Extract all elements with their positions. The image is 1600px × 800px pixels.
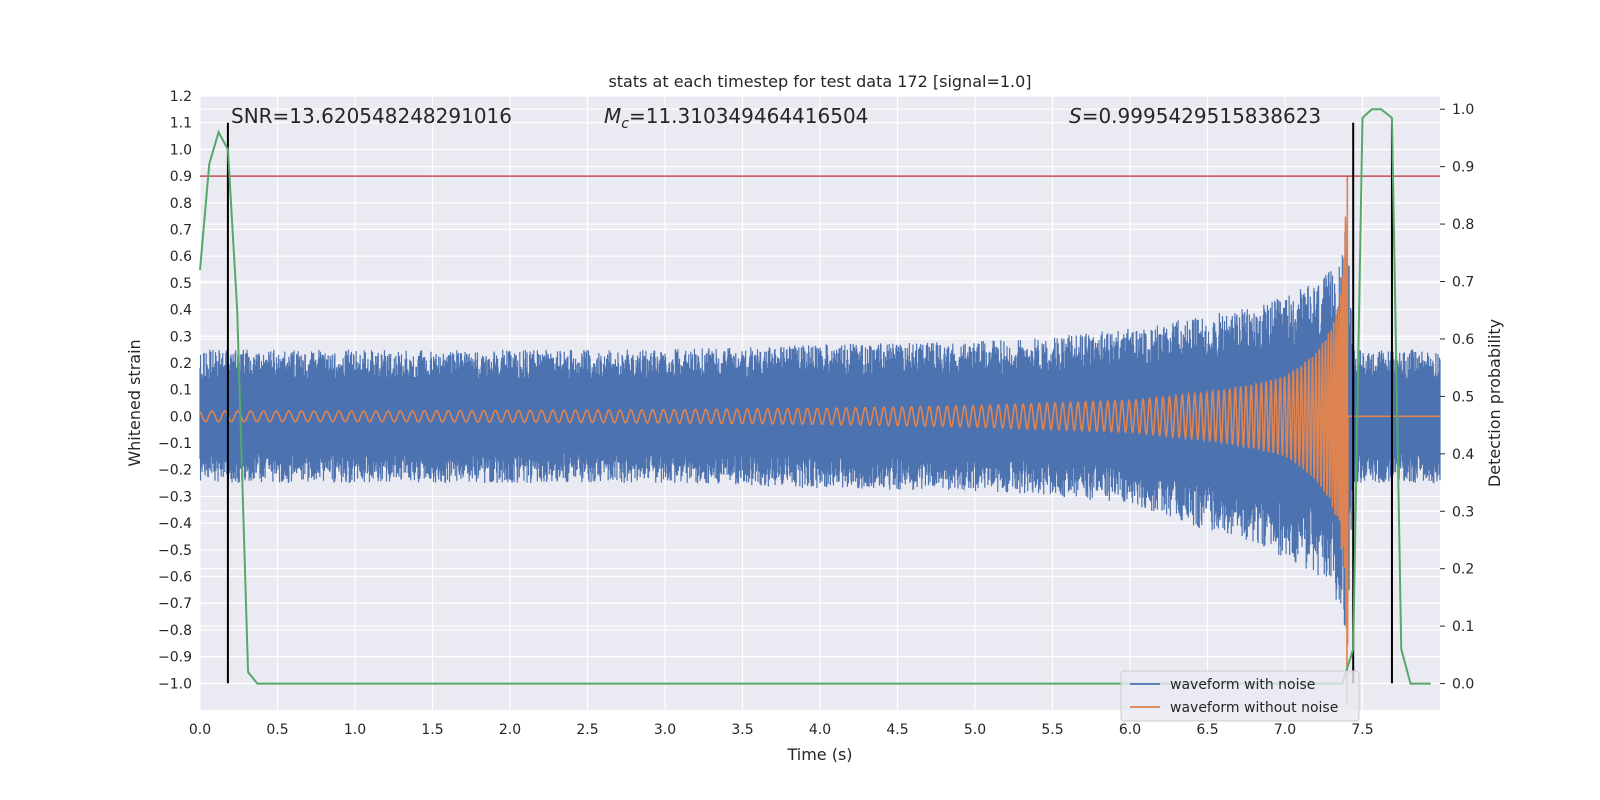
chirp-mass-value: =11.310349464416504 (629, 104, 868, 128)
y-right-tick-label: 0.6 (1452, 332, 1474, 348)
y-tick-label: −0.6 (158, 570, 192, 586)
y-right-axis-label: Detection probability (1485, 319, 1504, 487)
x-tick-label: 3.5 (731, 722, 753, 738)
legend-label-clean: waveform without noise (1170, 700, 1338, 716)
y-axis-label: Whitened strain (125, 339, 144, 466)
x-tick-label: 5.0 (964, 722, 986, 738)
chart-title: stats at each timestep for test data 172… (608, 72, 1031, 91)
y-right-tick-label: 0.2 (1452, 562, 1474, 578)
x-tick-label: 4.5 (886, 722, 908, 738)
series-detection-probability (199, 108, 1431, 685)
y-tick-label: −0.7 (158, 596, 192, 612)
y-tick-label: −0.5 (158, 543, 192, 559)
legend: waveform with noise waveform without noi… (1120, 670, 1360, 722)
chirp-mass-symbol: M (604, 104, 621, 128)
y-tick-label: −0.9 (158, 650, 192, 666)
x-tick-label: 7.5 (1351, 722, 1373, 738)
clean-waveform-layer (199, 176, 1440, 705)
x-tick-label: 4.0 (809, 722, 831, 738)
y-right-tick-label: 1.0 (1452, 102, 1474, 118)
probability-layer (199, 108, 1431, 685)
y-tick-label: −0.1 (158, 436, 192, 452)
y-tick-label: 0.9 (170, 169, 192, 185)
x-tick-label: 6.0 (1119, 722, 1141, 738)
score-annotation: S=0.9995429515838623 (1069, 104, 1321, 128)
x-tick-label: 2.0 (499, 722, 521, 738)
y-right-tick-label: 0.0 (1452, 677, 1474, 693)
y-right-tick-label: 0.5 (1452, 389, 1474, 405)
y-tick-label: 0.2 (170, 356, 192, 372)
y-tick-label: 0.4 (170, 303, 192, 319)
x-tick-label: 7.0 (1274, 722, 1296, 738)
y-tick-label: 0.0 (170, 409, 192, 425)
x-tick-label: 1.5 (421, 722, 443, 738)
y-right-tick-label: 0.3 (1452, 504, 1474, 520)
y-right-tick-label: 0.8 (1452, 217, 1474, 233)
y-right-tick-label: 0.1 (1452, 619, 1474, 635)
y-tick-label: −0.3 (158, 489, 192, 505)
legend-box (1120, 670, 1360, 722)
y-tick-label: 0.7 (170, 222, 192, 238)
x-tick-label: 0.5 (266, 722, 288, 738)
y-tick-label: 0.6 (170, 249, 192, 265)
y-tick-label: 0.8 (170, 196, 192, 212)
y-right-tick-label: 0.4 (1452, 447, 1474, 463)
overlay-layer (200, 122, 1440, 684)
y-tick-label: 0.3 (170, 329, 192, 345)
snr-annotation: SNR=13.620548248291016 (231, 104, 512, 128)
y-tick-label: −0.2 (158, 463, 192, 479)
score-symbol: S (1069, 104, 1082, 128)
score-value: =0.9995429515838623 (1082, 104, 1321, 128)
chirp-mass-annotation: Mc=11.310349464416504 (604, 104, 868, 132)
series-waveform-without-noise (199, 176, 1440, 705)
x-tick-label: 0.0 (189, 722, 211, 738)
x-tick-label: 5.5 (1041, 722, 1063, 738)
chirp-mass-subscript: c (621, 116, 629, 132)
y-tick-label: 1.2 (170, 89, 192, 105)
y-tick-label: 0.5 (170, 276, 192, 292)
x-tick-label: 1.0 (344, 722, 366, 738)
x-axis-label: Time (s) (786, 745, 852, 764)
y-tick-label: −1.0 (158, 676, 192, 692)
x-tick-label: 3.0 (654, 722, 676, 738)
ticks: 1.2 1.1 1.0 0.9 0.8 0.7 0.6 0.5 0.4 0.3 0.2 0.1 0.0 −… (158, 89, 1474, 738)
y-right-tick-label: 0.9 (1452, 160, 1474, 176)
y-tick-label: −0.4 (158, 516, 192, 532)
x-tick-label: 2.5 (576, 722, 598, 738)
y-tick-label: −0.8 (158, 623, 192, 639)
x-tick-label: 6.5 (1196, 722, 1218, 738)
legend-label-noise: waveform with noise (1170, 677, 1315, 693)
y-right-tick-label: 0.7 (1452, 275, 1474, 291)
y-tick-label: 0.1 (170, 383, 192, 399)
y-tick-label: 1.0 (170, 142, 192, 158)
y-tick-label: 1.1 (170, 116, 192, 132)
